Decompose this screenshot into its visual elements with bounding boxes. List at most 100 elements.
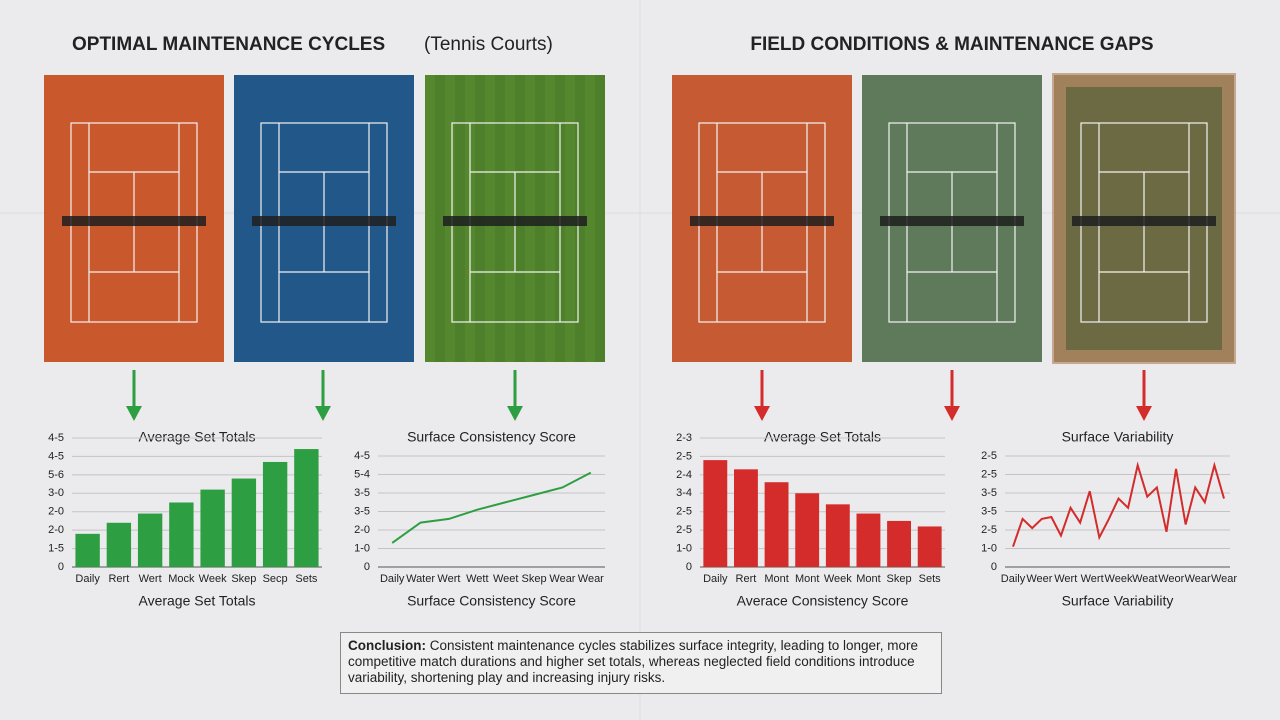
y-tick-label: 2-5 [981,468,997,480]
y-tick-label: 2-0 [354,524,370,536]
y-tick-label: 2-5 [676,506,692,518]
bar [733,469,758,567]
net [1072,216,1216,226]
x-tick-label: Skep [231,573,256,585]
x-tick-label: Daily [75,573,100,585]
y-tick-label: 2-5 [676,524,692,536]
bar [795,493,820,567]
chart-title: Surface Consistency Score [407,429,576,445]
x-tick-label: Weet [493,573,518,585]
x-axis-label: Averace Consistency Score [737,593,909,609]
y-tick-label: 3-5 [981,487,997,499]
mow-stripe [585,75,595,362]
x-tick-label: Week [199,573,227,585]
y-tick-label: 2-0 [48,506,64,518]
bar [825,504,850,567]
arrow-head [507,406,523,421]
x-tick-label: Wert [437,573,460,585]
y-tick-label: 4-5 [48,432,64,444]
x-tick-label: Daily [380,573,405,585]
line [1012,461,1225,547]
net [880,216,1024,226]
bar [137,513,163,567]
arrow-head [754,406,770,421]
conclusion-box: Conclusion: Consistent maintenance cycle… [340,632,942,694]
x-axis-label: Surface Consistency Score [407,593,576,609]
x-tick-label: Weer [1026,573,1052,585]
net [443,216,587,226]
y-tick-label: 2-4 [676,469,692,481]
chart-title: Surface Variability [1062,429,1174,445]
arrow-head [1136,406,1152,421]
y-tick-label: 3-5 [354,505,370,517]
bar [917,526,942,567]
net [62,216,206,226]
y-tick-label: 4-5 [48,450,64,462]
dirt-edge [1052,73,1236,364]
bar [262,461,288,567]
bar [75,533,100,567]
y-tick-label: 0 [686,561,692,573]
y-tick-label: 4-5 [354,450,370,462]
y-tick-label: 1-5 [48,542,64,554]
x-axis-label: Average Set Totals [138,593,255,609]
x-tick-label: Secp [263,573,288,585]
bar [231,478,257,567]
y-tick-label: 1-0 [981,542,997,554]
conclusion-text: Consistent maintenance cycles stabilizes… [348,638,919,685]
x-tick-label: Wert [1054,573,1077,585]
y-tick-label: 0 [991,561,997,573]
x-tick-label: Wett [466,573,488,585]
y-tick-label: 3-0 [48,487,64,499]
y-tick-label: 3-5 [354,487,370,499]
bar [764,482,789,567]
x-tick-label: Mont [856,573,880,585]
bar [294,449,319,567]
y-tick-label: 1-0 [354,542,370,554]
bar [887,520,912,567]
chart-title: Average Set Totals [764,429,881,445]
y-tick-label: 0 [58,561,64,573]
bar [106,522,132,567]
x-tick-label: Skep [887,573,912,585]
bar [200,489,225,567]
net [690,216,834,226]
x-tick-label: Wear [549,573,575,585]
x-tick-label: Week [824,573,852,585]
conclusion-label: Conclusion: [348,638,426,653]
x-tick-label: Wert [139,573,162,585]
section-note: (Tennis Courts) [424,34,553,55]
x-tick-label: Wear [1211,573,1237,585]
x-tick-label: Wear [1185,573,1211,585]
y-tick-label: 5-4 [354,468,370,480]
bar [856,513,881,567]
x-tick-label: Daily [1001,573,1026,585]
x-tick-label: Sets [919,573,942,585]
x-tick-label: Sets [295,573,318,585]
y-tick-label: 2-5 [981,450,997,462]
x-tick-label: Weat [1132,573,1157,585]
arrow-head [315,406,331,421]
y-tick-label: 2-5 [676,450,692,462]
x-axis-label: Surface Variability [1062,593,1174,609]
x-tick-label: Water [406,573,435,585]
y-tick-label: 2-5 [981,524,997,536]
x-tick-label: Skep [522,573,547,585]
section-title: OPTIMAL MAINTENANCE CYCLES [72,34,385,55]
x-tick-label: Wert [1081,573,1104,585]
arrow-head [126,406,142,421]
y-tick-label: 1-0 [676,542,692,554]
bar [703,460,728,567]
net [252,216,396,226]
mow-stripe [425,75,435,362]
section-title: FIELD CONDITIONS & MAINTENANCE GAPS [750,34,1153,55]
x-tick-label: Mont [795,573,819,585]
x-tick-label: Weor [1158,573,1184,585]
arrow-head [944,406,960,421]
x-tick-label: Week [1105,573,1133,585]
bar [169,502,194,567]
y-tick-label: 0 [364,561,370,573]
y-tick-label: 3-4 [676,487,692,499]
